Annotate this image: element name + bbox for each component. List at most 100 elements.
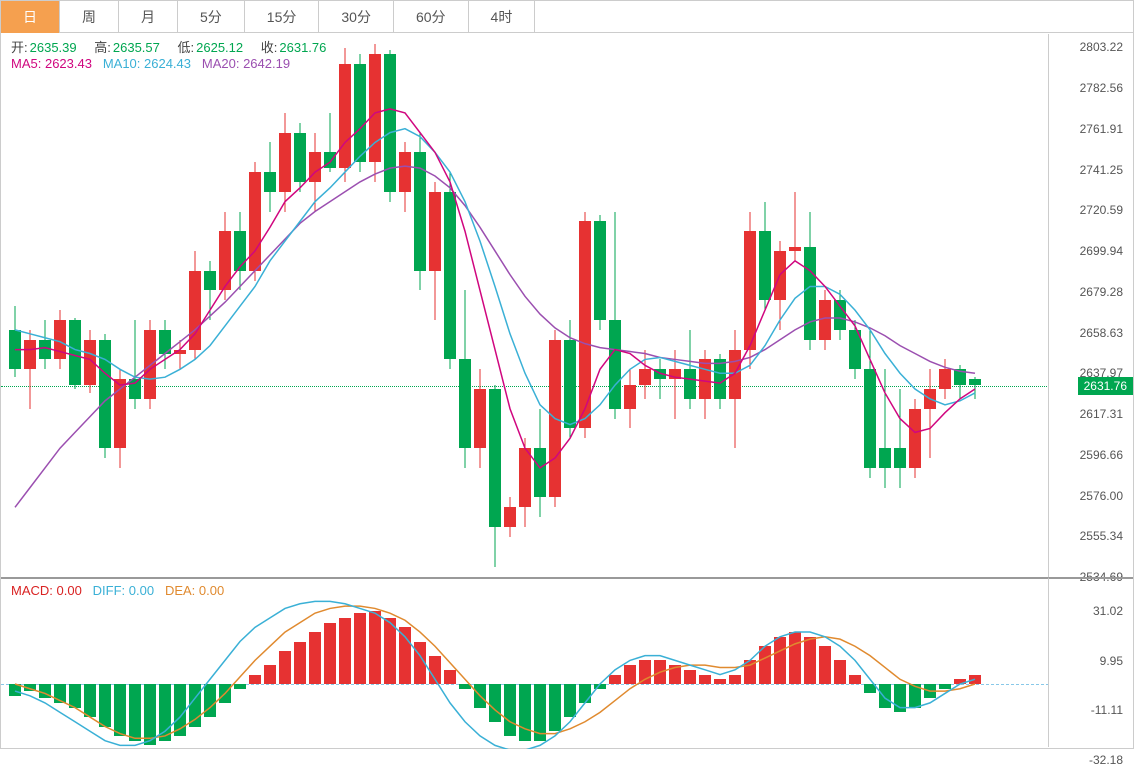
macd-bar (324, 623, 336, 684)
macd-bar (129, 684, 141, 741)
macd-bar (744, 660, 756, 684)
macd-bar (834, 660, 846, 684)
macd-bar (279, 651, 291, 684)
macd-bar (414, 642, 426, 685)
candle (24, 34, 36, 577)
macd-bar (399, 627, 411, 684)
candle (339, 34, 351, 577)
price-y-axis: 2803.222782.562761.912741.252720.592699.… (1048, 34, 1133, 577)
macd-bar (294, 642, 306, 685)
macd-bar (939, 684, 951, 689)
macd-bar (144, 684, 156, 745)
candle (834, 34, 846, 577)
candle (744, 34, 756, 577)
macd-bar (24, 684, 36, 691)
macd-bar (924, 684, 936, 698)
candle (414, 34, 426, 577)
candle (39, 34, 51, 577)
macd-bar (879, 684, 891, 708)
macd-bar (864, 684, 876, 693)
y-tick-label: 2658.63 (1080, 326, 1123, 340)
macd-bar (84, 684, 96, 717)
macd-bar (504, 684, 516, 736)
tab-日[interactable]: 日 (1, 1, 60, 33)
candle (669, 34, 681, 577)
macd-bar (54, 684, 66, 703)
macd-y-tick-label: 9.95 (1100, 654, 1123, 668)
tab-60分[interactable]: 60分 (394, 1, 469, 33)
y-tick-label: 2803.22 (1080, 40, 1123, 54)
candle (129, 34, 141, 577)
candle (579, 34, 591, 577)
candle (264, 34, 276, 577)
candle (219, 34, 231, 577)
candle (444, 34, 456, 577)
candle (309, 34, 321, 577)
candle (189, 34, 201, 577)
macd-bar (789, 632, 801, 684)
candle (9, 34, 21, 577)
candle (504, 34, 516, 577)
tab-5分[interactable]: 5分 (178, 1, 245, 33)
tab-30分[interactable]: 30分 (319, 1, 394, 33)
macd-bar (714, 679, 726, 684)
macd-y-tick-label: 31.02 (1093, 604, 1123, 618)
candle (354, 34, 366, 577)
y-tick-label: 2741.25 (1080, 163, 1123, 177)
y-tick-label: 2617.31 (1080, 407, 1123, 421)
macd-bar (894, 684, 906, 712)
macd-bar (114, 684, 126, 736)
macd-bar (249, 675, 261, 684)
candle (99, 34, 111, 577)
macd-bar (309, 632, 321, 684)
macd-bar (174, 684, 186, 736)
macd-bar (609, 675, 621, 684)
macd-bar (429, 656, 441, 684)
macd-y-axis: 31.029.95-11.11-32.18 (1048, 577, 1133, 747)
candle (564, 34, 576, 577)
timeframe-tabs: 日周月5分15分30分60分4时 (1, 1, 1133, 33)
macd-bar (534, 684, 546, 741)
macd-bar (459, 684, 471, 689)
y-tick-label: 2596.66 (1080, 448, 1123, 462)
candle (774, 34, 786, 577)
candle (804, 34, 816, 577)
macd-bar (39, 684, 51, 698)
macd-bar (219, 684, 231, 703)
candle (939, 34, 951, 577)
price-chart[interactable] (1, 34, 1049, 577)
candle (549, 34, 561, 577)
macd-chart[interactable] (1, 577, 1049, 747)
tab-周[interactable]: 周 (60, 1, 119, 33)
candle (594, 34, 606, 577)
candle (249, 34, 261, 577)
candle (294, 34, 306, 577)
tab-4时[interactable]: 4时 (469, 1, 536, 33)
candle (399, 34, 411, 577)
macd-bar (849, 675, 861, 684)
macd-bar (654, 660, 666, 684)
candle (114, 34, 126, 577)
candle (174, 34, 186, 577)
candle (534, 34, 546, 577)
candle (624, 34, 636, 577)
macd-bar (759, 646, 771, 684)
macd-bar (639, 660, 651, 684)
y-tick-label: 2761.91 (1080, 122, 1123, 136)
current-price-tag: 2631.76 (1078, 377, 1133, 395)
candle (474, 34, 486, 577)
tab-15分[interactable]: 15分 (245, 1, 320, 33)
macd-bar (159, 684, 171, 741)
tab-月[interactable]: 月 (119, 1, 178, 33)
y-tick-label: 2720.59 (1080, 203, 1123, 217)
macd-y-tick-label: -11.11 (1091, 703, 1123, 717)
y-tick-label: 2679.28 (1080, 285, 1123, 299)
candle (234, 34, 246, 577)
candle (54, 34, 66, 577)
macd-bar (594, 684, 606, 689)
candle (69, 34, 81, 577)
candle (699, 34, 711, 577)
macd-bar (579, 684, 591, 703)
macd-bar (954, 679, 966, 684)
macd-bar (564, 684, 576, 717)
